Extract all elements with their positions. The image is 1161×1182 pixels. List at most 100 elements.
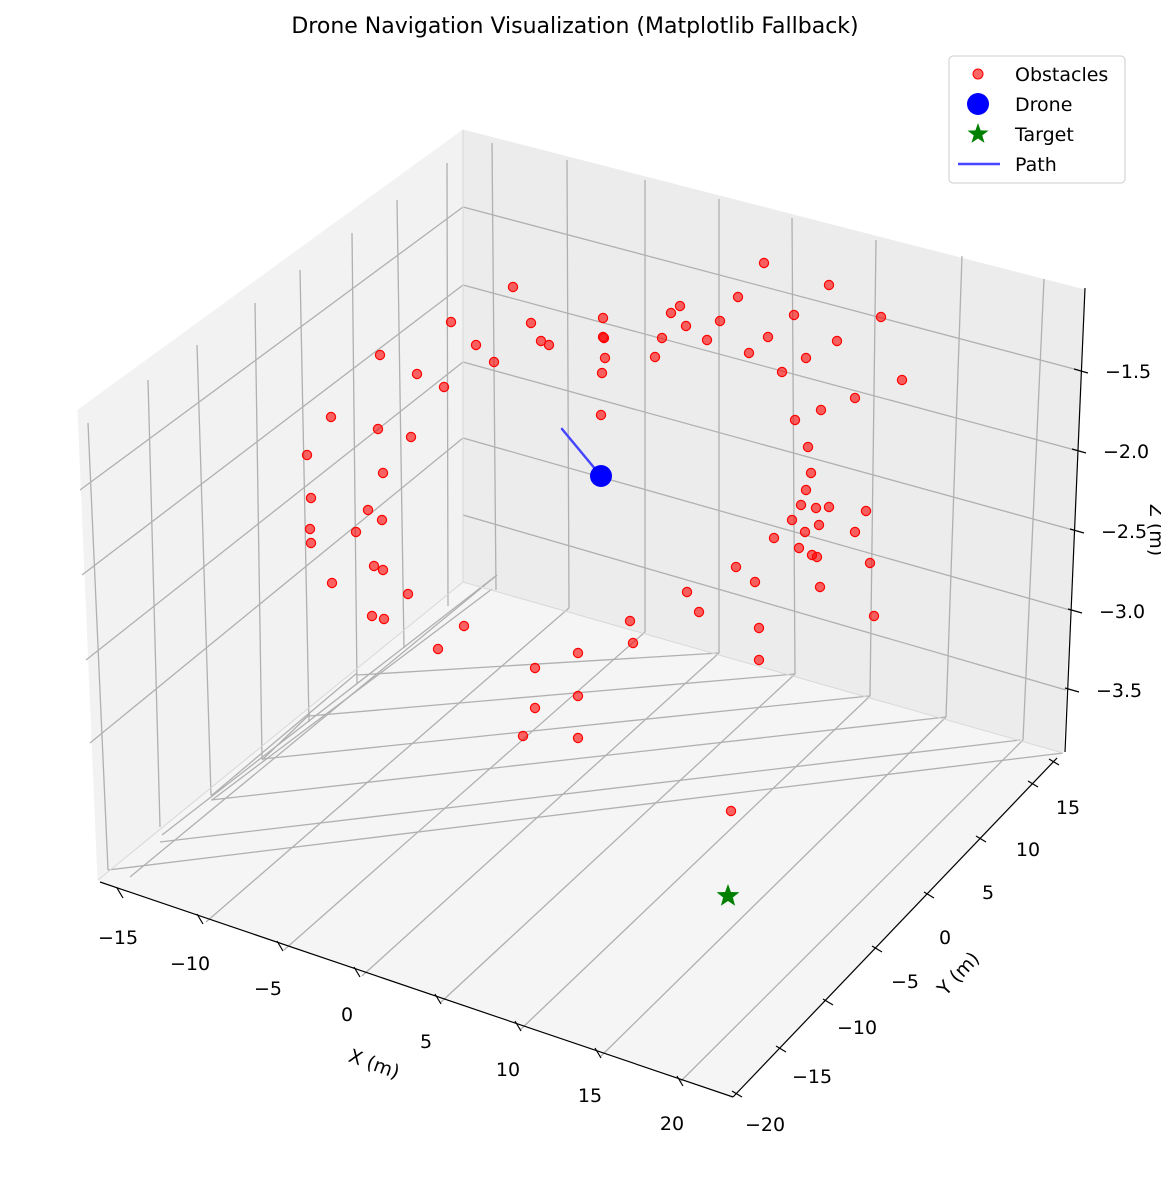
x-tick-label: −10 <box>170 953 210 975</box>
obstacle-point <box>305 492 317 504</box>
obstacle-point <box>649 351 661 363</box>
obstacle-point <box>488 356 500 368</box>
obstacle-point <box>376 514 388 526</box>
grid-line <box>462 437 1071 611</box>
obstacle-point <box>665 307 677 319</box>
obstacle-point <box>599 352 611 364</box>
obstacle-point <box>831 335 843 347</box>
y-tick <box>871 945 883 953</box>
obstacle-point <box>743 347 755 359</box>
y-tick <box>775 1045 787 1053</box>
grid-line <box>196 344 212 796</box>
x-tick <box>353 966 361 978</box>
obstacle-point <box>325 411 337 423</box>
obstacle-point <box>823 501 835 513</box>
x-tick <box>434 993 442 1005</box>
y-tick-label: −10 <box>837 1017 877 1039</box>
legend-path-label: Path <box>1015 154 1057 176</box>
obstacle-point <box>529 662 541 674</box>
obstacle-point <box>535 335 547 347</box>
x-tick-label: 5 <box>420 1031 432 1053</box>
grid-line <box>396 199 405 649</box>
y-tick-label: 0 <box>939 927 951 949</box>
grid-line <box>308 673 796 717</box>
legend-box <box>948 55 1126 184</box>
x-tick-label: −15 <box>98 927 138 949</box>
grid-line <box>462 206 1079 371</box>
obstacle-point <box>864 557 876 569</box>
grid-line <box>679 739 1024 1083</box>
obstacle-point <box>768 532 780 544</box>
obstacle-point <box>362 504 374 516</box>
grid-line <box>147 379 161 828</box>
obstacle-point <box>776 366 788 378</box>
pane-edge <box>97 581 464 881</box>
x-tick <box>594 1047 602 1059</box>
obstacle-point <box>714 315 726 327</box>
y-tick-label: −15 <box>792 1066 832 1088</box>
grid-line <box>299 269 310 723</box>
x-tick <box>116 887 124 899</box>
x-axis-line <box>99 881 734 1098</box>
obstacle-point <box>304 523 316 535</box>
obstacle-point <box>805 467 817 479</box>
grid-line <box>81 284 464 576</box>
x-tick <box>196 913 204 925</box>
obstacle-point <box>596 367 608 379</box>
obstacle-point <box>507 281 519 293</box>
obstacle-point <box>411 368 423 380</box>
obstacle-point <box>815 404 827 416</box>
grid-line <box>205 607 570 923</box>
y-tick <box>1027 780 1039 788</box>
obstacle-point <box>445 316 457 328</box>
grid-line <box>210 672 358 797</box>
grid-lines <box>79 130 1079 1083</box>
obstacle-point <box>753 622 765 634</box>
x-tick-label: 0 <box>341 1004 353 1026</box>
obstacle-point <box>368 560 380 572</box>
x-tick-label: −5 <box>254 978 282 1000</box>
obstacle-point <box>543 339 555 351</box>
obstacle-point <box>432 643 444 655</box>
obstacle-point <box>627 637 639 649</box>
grid-line <box>79 206 464 491</box>
y-tick <box>822 998 834 1006</box>
z-tick-label: −2.5 <box>1101 521 1147 543</box>
obstacle-point <box>517 730 529 742</box>
obstacle-point <box>366 610 378 622</box>
z-axis-label: Z (m) <box>1145 504 1161 556</box>
obstacle-point <box>680 320 692 332</box>
grid-line <box>87 422 109 871</box>
z-tick <box>1069 528 1085 534</box>
obstacle-point <box>572 690 584 702</box>
x-tick-label: 10 <box>496 1059 520 1081</box>
obstacle-point <box>529 702 541 714</box>
obstacle-point <box>802 441 814 453</box>
legend-target-marker <box>967 123 989 143</box>
obstacle-point <box>372 423 384 435</box>
obstacle-point <box>470 339 482 351</box>
z-tick-label: −3.5 <box>1096 680 1142 702</box>
y-tick <box>975 835 987 843</box>
axes: −15 −10 −5 0 5 10 15 20 −20 −15 −10 −5 0 5 10 15 −3.5 −3.… <box>98 287 1151 1136</box>
obstacle-point <box>305 537 317 549</box>
grid-line <box>1022 278 1045 741</box>
z-tick <box>1071 448 1087 454</box>
obstacle-point <box>378 613 390 625</box>
z-axis-line <box>1064 287 1086 753</box>
grid-line <box>210 716 947 801</box>
obstacle-point <box>572 647 584 659</box>
legend-drone-label: Drone <box>1015 94 1072 116</box>
z-tick <box>1067 608 1083 614</box>
obstacle-point <box>377 564 389 576</box>
obstacle-point <box>624 615 636 627</box>
obstacle-point <box>749 576 761 588</box>
data-marks <box>301 257 908 906</box>
grid-line <box>159 739 1021 843</box>
obstacle-point <box>868 610 880 622</box>
y-tick-label: −20 <box>745 1114 785 1136</box>
y-tick <box>1048 758 1060 766</box>
legend: Obstacles Drone Target Path <box>948 55 1126 184</box>
obstacle-point <box>438 381 450 393</box>
